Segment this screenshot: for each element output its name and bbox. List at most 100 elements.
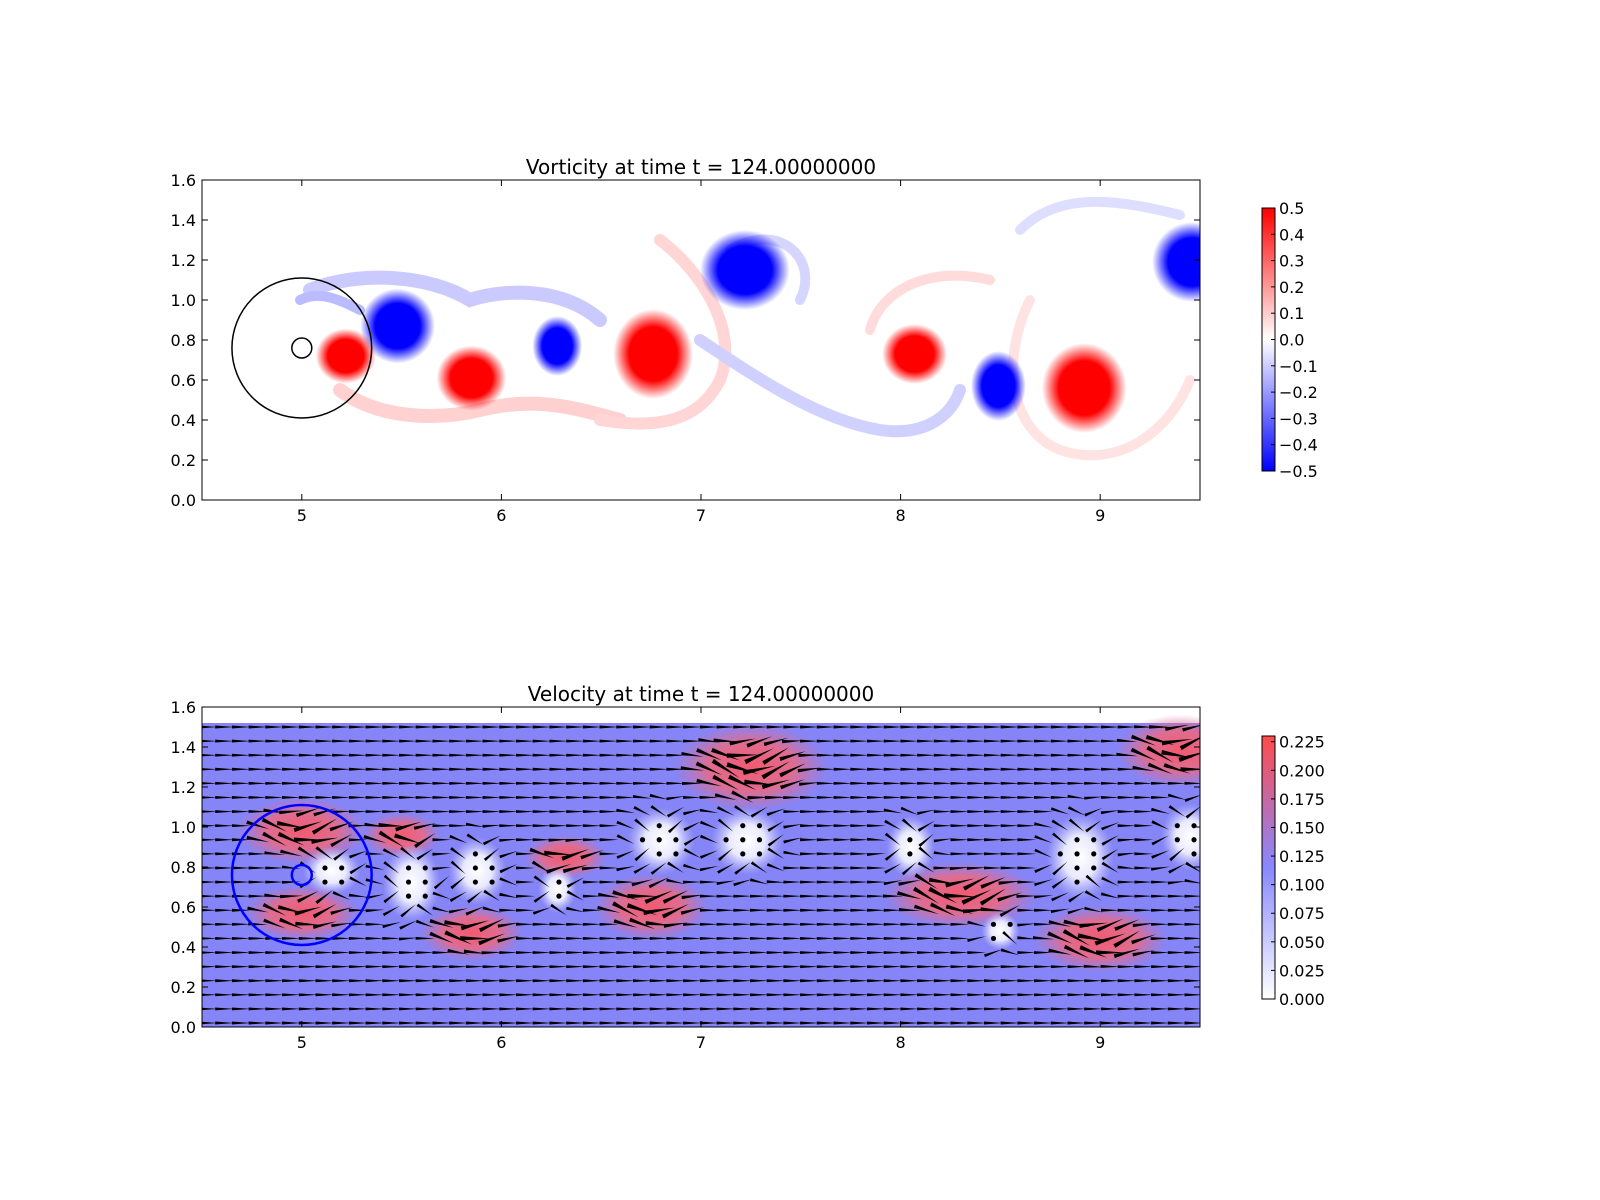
quiver-arrow [432, 852, 452, 856]
quiver-arrow [800, 965, 820, 969]
quiver-arrow [633, 781, 652, 785]
quiver-arrow [1169, 847, 1185, 862]
quiver-arrow [750, 861, 768, 874]
quiver-arrow [816, 852, 836, 856]
quiver-arrow [1034, 951, 1054, 954]
quiver-arrow [566, 767, 586, 771]
quiver-arrow [900, 922, 920, 926]
quiver-arrow [633, 1007, 652, 1011]
quiver-arrow [460, 936, 491, 941]
quiver-arrow [783, 979, 803, 983]
quiver-arrow [465, 781, 485, 785]
quiver-arrow [545, 864, 572, 874]
quiver-arrow [332, 739, 352, 743]
slow-flow-region [382, 844, 441, 922]
colorbar-tick-label: −0.4 [1279, 436, 1318, 455]
quiver-arrow [1067, 767, 1087, 771]
quiver-arrow [766, 908, 786, 912]
quiver-arrow [298, 753, 318, 757]
quiver-arrow [766, 951, 786, 954]
quiver-arrow [415, 810, 435, 813]
quiver-arrow [1184, 1021, 1200, 1025]
quiver-arrow [1000, 993, 1020, 997]
quiver-arrow [1034, 979, 1054, 983]
quiver-arrow [432, 767, 452, 771]
quiver-arrow [215, 725, 235, 729]
quiver-arrow [482, 781, 502, 785]
quiver-arrow [816, 767, 836, 771]
quiver-arrow [265, 866, 285, 870]
quiver-arrow [649, 753, 669, 757]
quiver-arrow [231, 993, 251, 997]
quiver-arrow [1117, 979, 1137, 983]
quiver-arrow [945, 878, 975, 888]
quiver-arrow [900, 739, 920, 743]
quiver-arrow [382, 951, 402, 954]
velocity-colorbar-gradient [1261, 735, 1276, 1000]
quiver-arrow [449, 810, 469, 813]
quiver-arrow [913, 886, 940, 904]
quiver-arrow [967, 767, 987, 771]
quiver-arrow [833, 1021, 853, 1025]
quiver-arrow [1000, 796, 1020, 799]
quiver-arrow [1184, 1007, 1200, 1011]
quiver-arrow [750, 908, 769, 912]
quiver-arrow [1034, 864, 1053, 873]
velocity-quiver-arrows [202, 724, 1200, 1025]
x-tick-label: 6 [496, 506, 506, 525]
y-tick-label: 1.0 [171, 818, 196, 837]
quiver-arrow [1067, 739, 1087, 743]
quiver-arrow [1084, 767, 1104, 771]
quiver-arrow [616, 880, 636, 884]
quiver-arrow [766, 880, 786, 884]
quiver-arrow [780, 779, 806, 790]
quiver-arrow [766, 894, 786, 898]
quiver-arrow [800, 951, 820, 954]
quiver-arrow [783, 810, 803, 813]
quiver-arrow [850, 767, 870, 771]
quiver-arrow [900, 1021, 920, 1025]
quiver-dot [1074, 837, 1080, 843]
quiver-arrow [1050, 725, 1070, 729]
quiver-arrow [365, 993, 385, 997]
quiver-arrow [766, 808, 786, 816]
quiver-arrow [248, 725, 268, 729]
quiver-arrow [1167, 881, 1187, 885]
quiver-arrow [897, 891, 923, 900]
quiver-arrow [582, 824, 602, 828]
quiver-arrow [800, 908, 820, 912]
quiver-arrow [432, 781, 452, 785]
quiver-arrow [1101, 753, 1120, 757]
quiver-arrow [666, 1007, 686, 1011]
quiver-arrow [666, 725, 686, 729]
quiver-arrow [415, 725, 435, 729]
quiver-arrow [315, 753, 335, 757]
quiver-arrow [516, 1007, 535, 1011]
quiver-arrow [913, 904, 939, 915]
quiver-arrow [1134, 852, 1154, 856]
quiver-arrow [683, 1021, 703, 1025]
quiver-arrow [247, 906, 269, 913]
quiver-dot [656, 823, 662, 829]
quiver-arrow [499, 839, 519, 842]
quiver-arrow [643, 907, 675, 916]
quiver-arrow [967, 1021, 987, 1025]
quiver-arrow [1167, 965, 1187, 969]
vorticity-title: Vorticity at time t = 124.00000000 [526, 155, 876, 179]
quiver-arrow [1151, 850, 1170, 859]
quiver-arrow [465, 906, 485, 916]
quiver-arrow [633, 937, 652, 940]
quiver-arrow [699, 808, 719, 813]
quiver-arrow [465, 725, 485, 729]
quiver-arrow [883, 1007, 903, 1011]
colorbar-tick-label: 0.050 [1279, 933, 1325, 952]
quiver-arrow [599, 852, 619, 856]
quiver-arrow [733, 979, 753, 983]
quiver-dot [489, 865, 495, 871]
quiver-arrow [1017, 1021, 1037, 1025]
quiver-arrow [282, 937, 301, 940]
quiver-arrow [984, 796, 1003, 799]
quiver-arrow [279, 894, 304, 899]
quiver-arrow [482, 824, 502, 828]
quiver-arrow [984, 1021, 1003, 1025]
